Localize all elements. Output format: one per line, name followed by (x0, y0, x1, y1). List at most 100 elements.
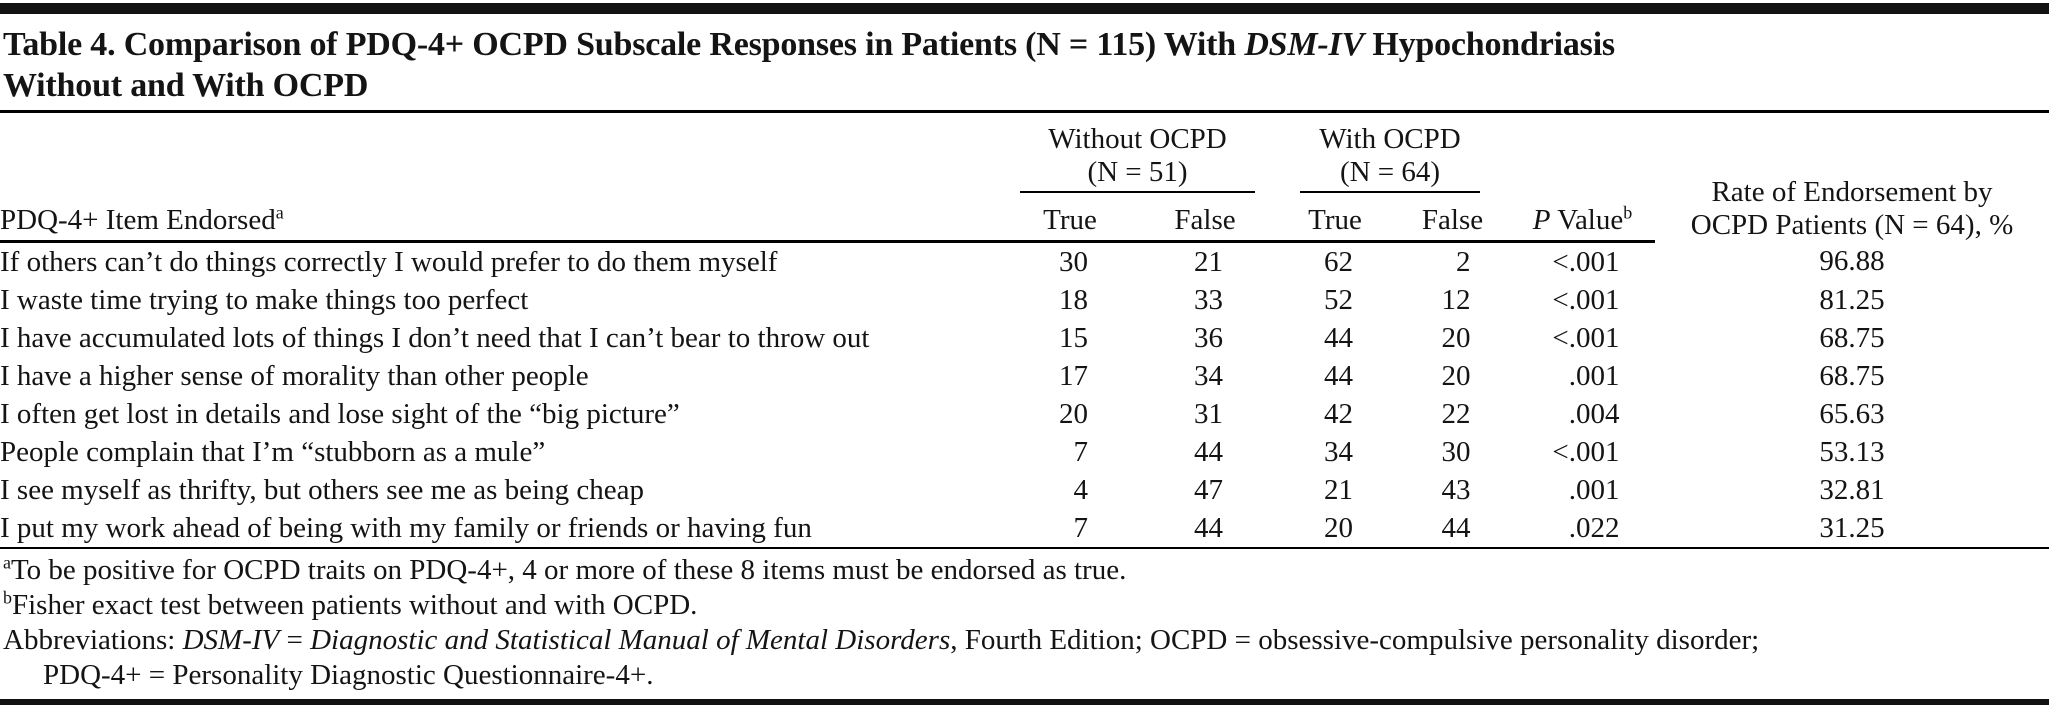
p-value-cell-value: .001 (1568, 473, 1620, 506)
p-value-cell: .004 (1510, 395, 1655, 433)
with-true-cell: 20 (1275, 509, 1395, 547)
table-title-text-end: Hypochondriasis (1364, 26, 1615, 63)
footnotes: aTo be positive for OCPD traits on PDQ-4… (0, 553, 2049, 693)
with-false-cell: 20 (1395, 319, 1510, 357)
bottom-rule-bar (0, 699, 2049, 705)
with-false-cell-value: 30 (1441, 435, 1471, 468)
table-row: I put my work ahead of being with my fam… (0, 509, 2049, 547)
with-true-cell-value: 44 (1324, 359, 1353, 392)
without-false-cell-value: 44 (1194, 435, 1223, 468)
table-title: Table 4. Comparison of PDQ-4+ OCPD Subsc… (0, 24, 2049, 106)
without-true-cell: 18 (1005, 281, 1135, 319)
footnote-a-marker: a (3, 552, 11, 573)
with-true-cell-value: 42 (1324, 397, 1353, 430)
with-true-cell-value: 20 (1324, 511, 1353, 544)
rate-cell: 68.75 (1819, 321, 1885, 354)
with-false-cell: 30 (1395, 433, 1510, 471)
p-value-cell-value: .001 (1568, 359, 1620, 392)
footnote-abbreviations-cont: PDQ-4+ = Personality Diagnostic Question… (43, 659, 654, 691)
p-value-cell: <.001 (1510, 319, 1655, 357)
with-false-cell-value: 22 (1441, 397, 1471, 430)
without-true-header: True (1005, 193, 1135, 243)
table-row: I have accumulated lots of things I don’… (0, 319, 2049, 357)
item-cell: I see myself as thrifty, but others see … (0, 473, 644, 506)
without-false-cell: 34 (1135, 357, 1275, 395)
table-row: I waste time trying to make things too p… (0, 281, 2049, 319)
rate-cell: 68.75 (1819, 359, 1885, 392)
with-false-header: False (1395, 193, 1510, 243)
p-value-header: P Valueb (1510, 193, 1655, 243)
p-value-cell-value: <.001 (1552, 321, 1620, 354)
without-true-cell-value: 15 (1059, 321, 1088, 354)
footnote-a: aTo be positive for OCPD traits on PDQ-4… (3, 553, 2049, 588)
rate-header-line2: OCPD Patients (N = 64), % (1690, 208, 2014, 241)
without-true-cell: 7 (1005, 433, 1135, 471)
without-false-cell-value: 31 (1194, 397, 1223, 430)
item-header-footnote-marker: a (275, 202, 284, 223)
with-true-cell-value: 62 (1324, 245, 1353, 278)
abbrev-manual-italic: Diagnostic and Statistical Manual of Men… (310, 624, 951, 656)
with-true-cell: 44 (1275, 319, 1395, 357)
without-true-cell: 30 (1005, 242, 1135, 282)
p-value-cell-value: <.001 (1552, 283, 1620, 316)
with-true-cell: 21 (1275, 471, 1395, 509)
p-header-text: Value (1550, 204, 1624, 236)
with-true-cell-value: 52 (1324, 283, 1353, 316)
item-cell: I have accumulated lots of things I don’… (0, 321, 870, 354)
without-false-cell-value: 33 (1194, 283, 1223, 316)
with-false-cell-value: 43 (1441, 473, 1471, 506)
item-cell: I put my work ahead of being with my fam… (0, 511, 812, 544)
without-true-cell-value: 7 (1073, 435, 1089, 468)
rule-under-table (0, 547, 2049, 549)
p-value-cell-value: .004 (1568, 397, 1620, 430)
with-false-cell: 20 (1395, 357, 1510, 395)
p-value-cell-value: <.001 (1552, 435, 1620, 468)
abbrev-equals: = (279, 624, 311, 656)
item-cell: I often get lost in details and lose sig… (0, 397, 680, 430)
without-false-cell-value: 36 (1194, 321, 1223, 354)
without-false-cell: 21 (1135, 242, 1275, 282)
table-row: People complain that I’m “stubborn as a … (0, 433, 2049, 471)
table-row: If others can’t do things correctly I wo… (0, 242, 2049, 282)
with-false-cell: 22 (1395, 395, 1510, 433)
without-false-cell: 44 (1135, 433, 1275, 471)
table-header: Without OCPD (N = 51) With OCPD (N = 64)… (0, 113, 2049, 243)
with-false-cell: 43 (1395, 471, 1510, 509)
abbrev-pre: Abbreviations: (3, 624, 183, 656)
without-false-header: False (1135, 193, 1275, 243)
with-true-cell-value: 44 (1324, 321, 1353, 354)
without-true-cell: 4 (1005, 471, 1135, 509)
with-true-cell: 42 (1275, 395, 1395, 433)
without-true-cell-value: 17 (1059, 359, 1088, 392)
without-false-cell: 36 (1135, 319, 1275, 357)
with-true-header: True (1275, 193, 1395, 243)
p-value-cell: .001 (1510, 357, 1655, 395)
without-true-cell: 20 (1005, 395, 1135, 433)
header-group-row: Without OCPD (N = 51) With OCPD (N = 64)… (0, 113, 2049, 241)
with-true-cell: 34 (1275, 433, 1395, 471)
rate-header: Rate of Endorsement by OCPD Patients (N … (1655, 113, 2049, 242)
p-header-italic: P (1532, 204, 1551, 236)
item-cell: I waste time trying to make things too p… (0, 283, 529, 316)
with-false-cell-value: 20 (1441, 359, 1471, 392)
without-true-cell-value: 18 (1059, 283, 1088, 316)
rate-cell: 53.13 (1819, 435, 1885, 468)
p-header-footnote-marker: b (1623, 202, 1633, 223)
table-row: I often get lost in details and lose sig… (0, 395, 2049, 433)
table-row: I see myself as thrifty, but others see … (0, 471, 2049, 509)
rate-cell: 65.63 (1819, 397, 1885, 430)
rate-cell: 32.81 (1819, 473, 1885, 506)
without-false-cell: 33 (1135, 281, 1275, 319)
without-false-cell-value: 44 (1194, 511, 1223, 544)
item-cell: People complain that I’m “stubborn as a … (0, 435, 546, 468)
header-spacer (0, 113, 1005, 193)
table-body: If others can’t do things correctly I wo… (0, 242, 2049, 548)
p-value-cell-value: .022 (1568, 511, 1620, 544)
group-with-label: With OCPD (1319, 123, 1461, 155)
without-false-cell-value: 21 (1194, 245, 1223, 278)
footnote-b: bFisher exact test between patients with… (3, 588, 2049, 623)
item-header-text: PDQ-4+ Item Endorsed (0, 204, 276, 236)
item-cell: If others can’t do things correctly I wo… (0, 245, 778, 278)
table-row: I have a higher sense of morality than o… (0, 357, 2049, 395)
with-false-cell-value: 12 (1441, 283, 1471, 316)
